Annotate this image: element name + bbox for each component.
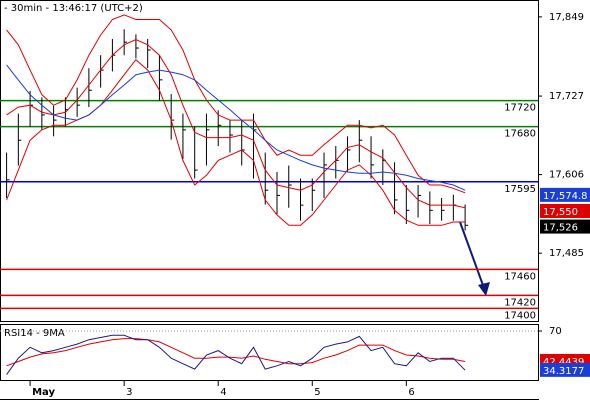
y-tick-label: 70	[549, 326, 562, 337]
x-tick-label: 3	[126, 387, 132, 398]
level-label: 17720	[504, 103, 536, 114]
x-tick-label: May	[32, 387, 55, 398]
price-tag	[540, 187, 590, 202]
level-label: 17400	[504, 310, 536, 321]
main-frame	[0, 0, 539, 322]
price-tag	[540, 219, 590, 234]
y-tick-label: 17,606	[549, 170, 584, 181]
x-tick-label: 5	[314, 387, 320, 398]
rsi-frame	[0, 324, 539, 381]
x-tick-label: 6	[408, 387, 414, 398]
price-tag-label: 34.3177	[543, 366, 584, 377]
y-tick-label: 17,849	[549, 12, 584, 23]
level-label: 17420	[504, 297, 536, 308]
chart-title: - 30min - 13:46:17 (UTC+2)	[4, 3, 143, 14]
price-tag	[540, 203, 590, 218]
rsi-title: RSI14 - 9MA	[4, 328, 65, 339]
price-tag	[540, 362, 590, 377]
price-tag-label: 17,526	[543, 223, 578, 234]
y-tick-label: 17,485	[549, 248, 584, 259]
arrow-shaft	[459, 221, 485, 289]
series-line	[6, 39, 466, 209]
series-line	[6, 338, 466, 367]
level-label: 17460	[504, 271, 536, 282]
level-label: 17680	[504, 129, 536, 140]
price-tag-label: 42.4439	[543, 357, 584, 368]
x-tick-label: 4	[220, 387, 226, 398]
series-line	[6, 58, 466, 226]
series-line	[6, 334, 466, 375]
y-tick-label: 17,727	[549, 91, 584, 102]
arrow-head	[478, 282, 490, 296]
price-tag-label: 17,550	[543, 207, 578, 218]
series-line	[6, 14, 466, 194]
price-tag-label: 17,574.8	[543, 191, 588, 202]
level-label: 17595	[504, 184, 536, 195]
series-line	[6, 64, 466, 191]
